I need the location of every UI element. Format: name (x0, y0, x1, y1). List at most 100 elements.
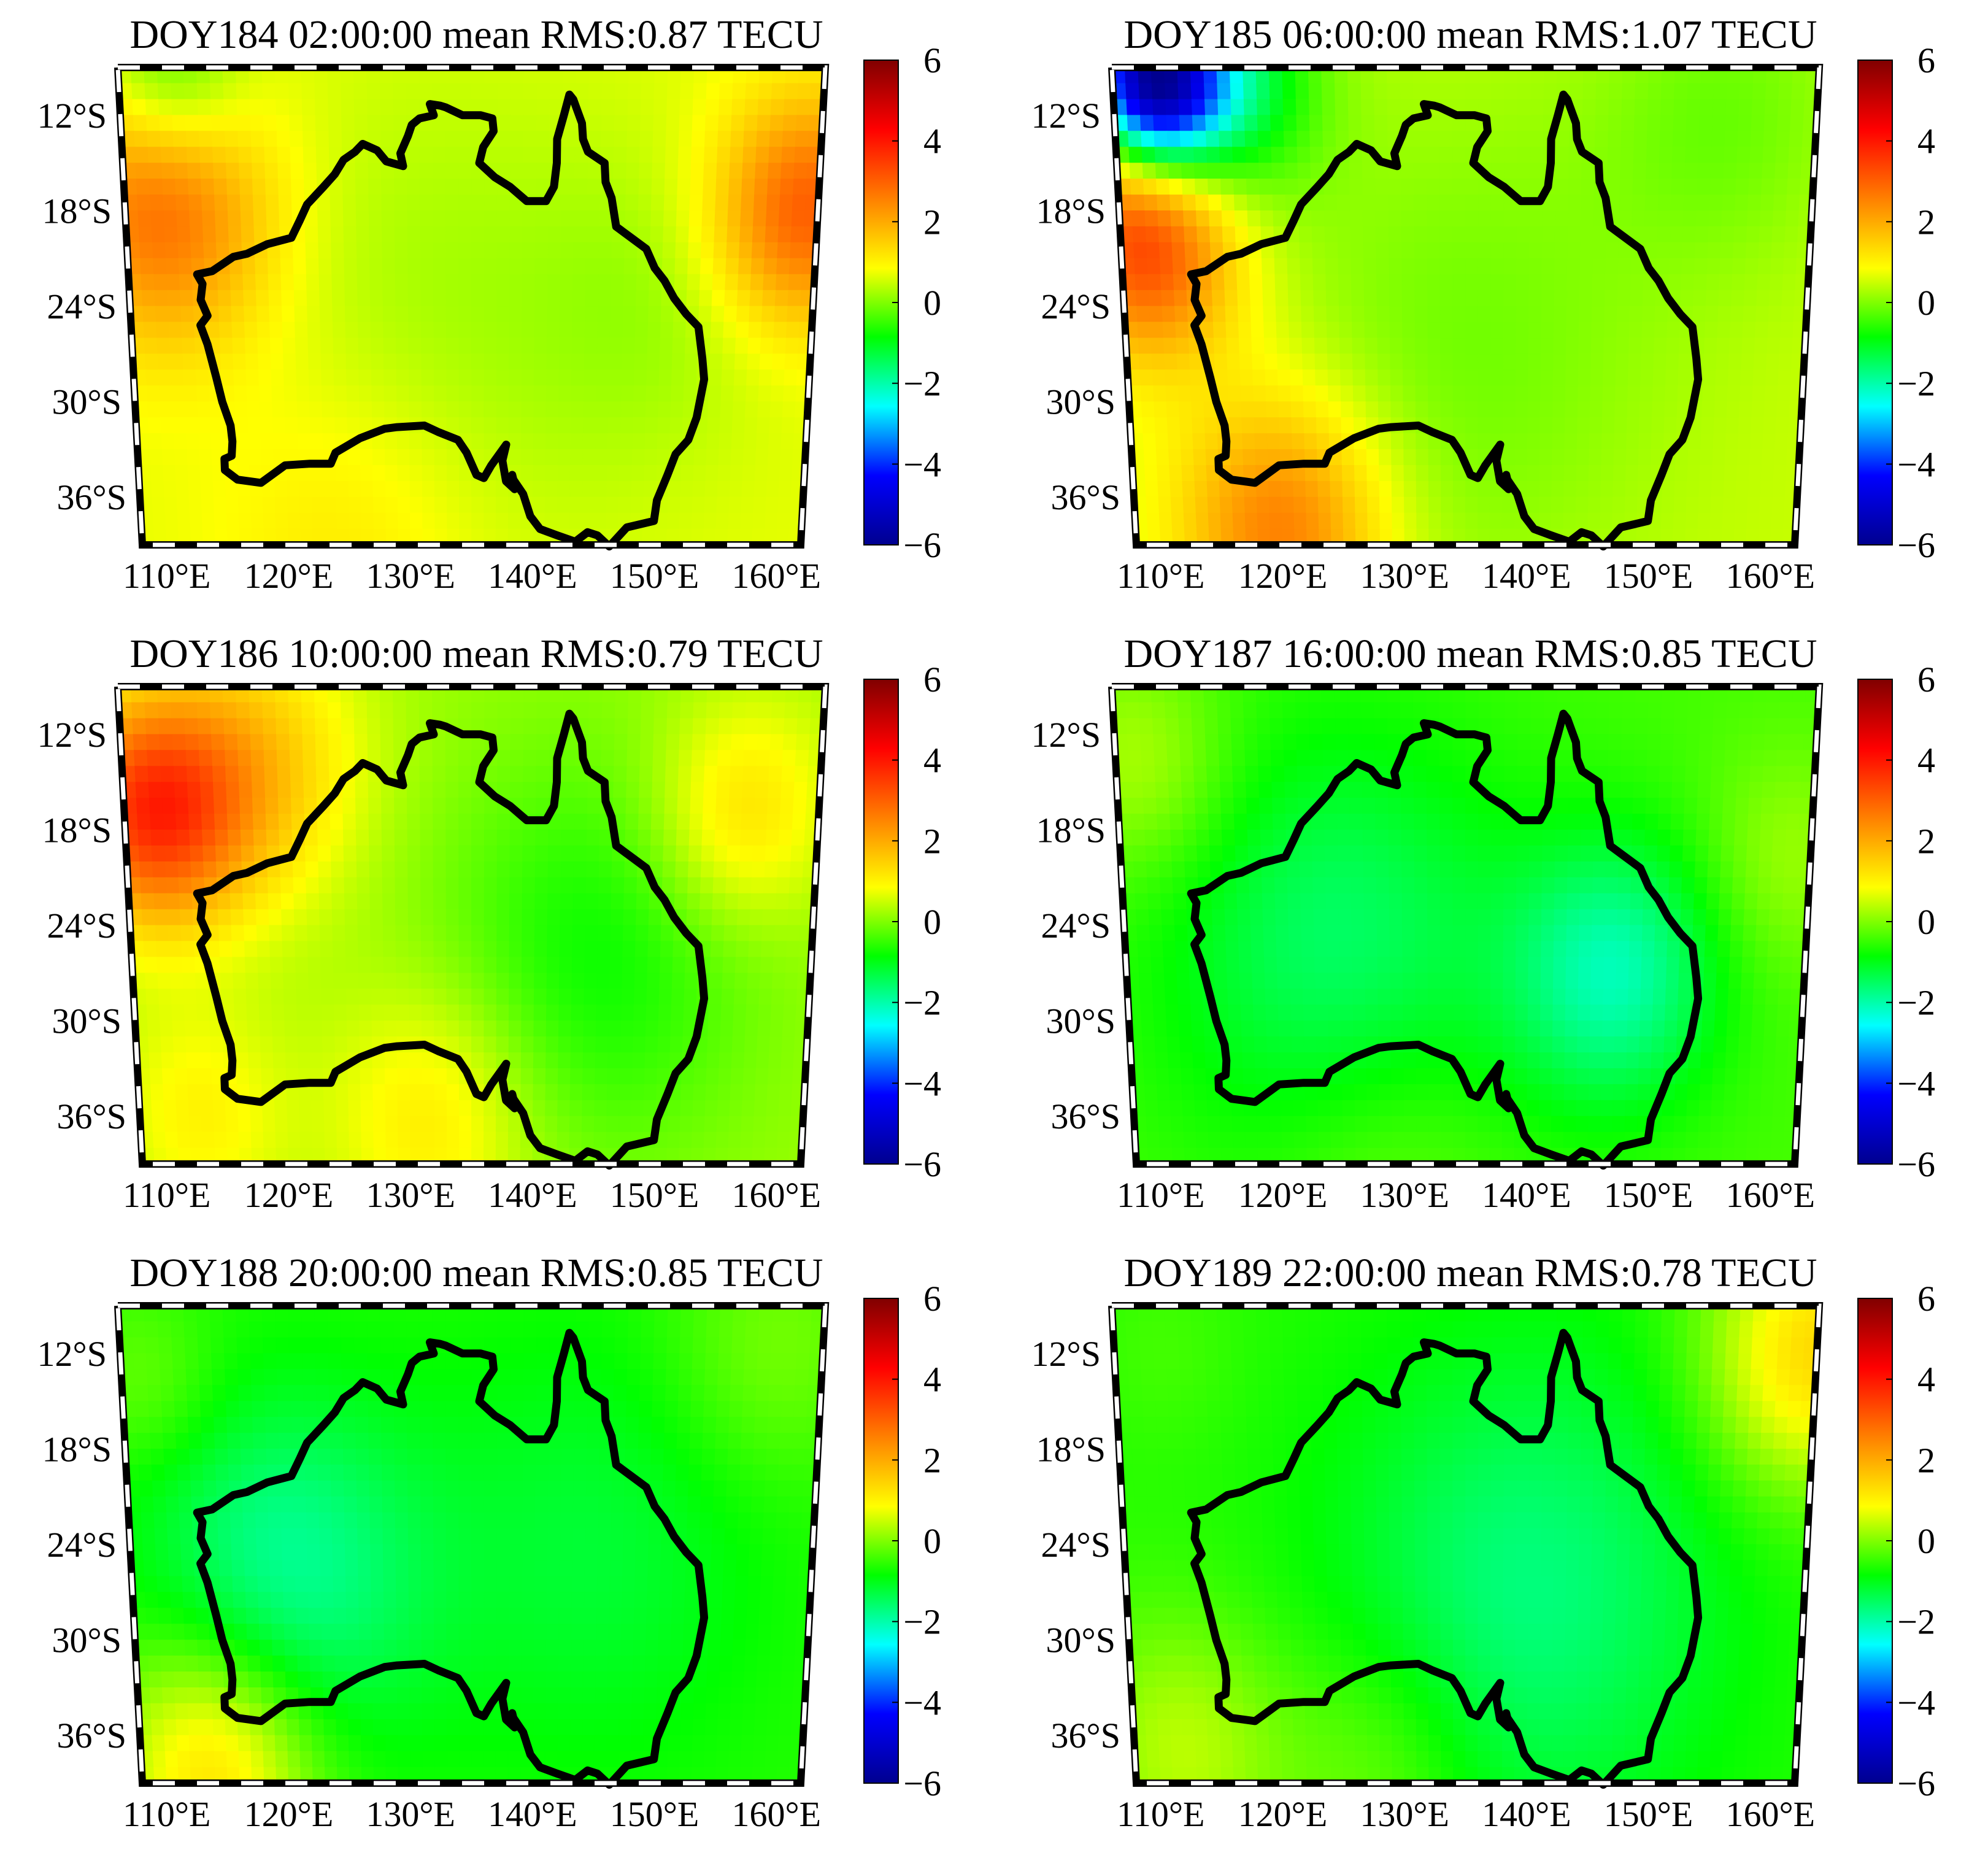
heatmap-cell (534, 893, 549, 910)
heatmap-cell (1763, 401, 1778, 418)
heatmap-cell (715, 798, 730, 814)
heatmap-cell (1717, 306, 1732, 323)
heatmap-cell (598, 274, 612, 291)
heatmap-cell (1336, 195, 1350, 211)
heatmap-cell (347, 417, 361, 434)
heatmap-cell (432, 750, 446, 767)
heatmap-cell (754, 464, 768, 482)
heatmap-cell (1738, 115, 1752, 132)
heatmap-cell (319, 306, 333, 323)
heatmap-cell (1529, 210, 1543, 227)
heatmap-cell (510, 131, 524, 148)
heatmap-cell (306, 877, 320, 894)
heatmap-cell (679, 718, 694, 735)
heatmap-cell (634, 322, 649, 339)
heatmap-cell (1600, 496, 1614, 514)
heatmap-cell (171, 989, 185, 1006)
heatmap-cell (434, 1068, 447, 1085)
heatmap-cell (1605, 258, 1619, 275)
heatmap-cell (675, 242, 689, 259)
heatmap-cell (687, 242, 702, 259)
heatmap-cell (757, 1036, 771, 1053)
heatmap-cell (702, 814, 717, 830)
heatmap-cell (1335, 83, 1349, 100)
heatmap-cell (1763, 131, 1778, 148)
heatmap-cell (638, 814, 652, 830)
heatmap-cell (1581, 195, 1595, 211)
heatmap-cell (660, 306, 674, 323)
heatmap-cell (1197, 242, 1211, 259)
heatmap-cell (572, 274, 587, 291)
heatmap-cell (1139, 99, 1154, 116)
heatmap-cell (1772, 480, 1786, 498)
heatmap-cell (618, 464, 633, 482)
heatmap-cell (1376, 242, 1390, 259)
heatmap-cell (699, 893, 714, 910)
heatmap-cell (693, 449, 707, 466)
heatmap-cell (145, 99, 160, 116)
heatmap-cell (698, 925, 712, 942)
heatmap-cell (698, 306, 712, 323)
heatmap-cell (547, 845, 561, 862)
heatmap-cell (1147, 274, 1162, 291)
heatmap-cell (767, 449, 782, 466)
heatmap-cell (1602, 385, 1616, 402)
heatmap-cell (344, 877, 358, 894)
heatmap-cell (1503, 210, 1517, 227)
heatmap-cell (507, 496, 522, 514)
heatmap-cell (523, 718, 537, 735)
heatmap-cell (407, 798, 421, 814)
heatmap-cell (1452, 242, 1466, 259)
colorbar-tick-label: 6 (1917, 40, 1935, 80)
heatmap-cell (1765, 369, 1779, 387)
heatmap-cell (636, 274, 650, 291)
heatmap-cell (1747, 496, 1761, 514)
heatmap-cell (381, 179, 395, 195)
heatmap-cell (258, 973, 272, 990)
heatmap-cell (458, 353, 472, 371)
heatmap-cell (751, 242, 766, 259)
heatmap-cell (1228, 385, 1242, 402)
heatmap-cell (199, 147, 214, 164)
heatmap-cell (704, 750, 719, 767)
heatmap-cell (330, 226, 344, 243)
heatmap-cell (252, 163, 266, 179)
heatmap-cell (306, 290, 320, 307)
heatmap-cell (1588, 480, 1601, 498)
heatmap-cell (688, 829, 703, 846)
heatmap-cell (187, 798, 202, 814)
heatmap-cell (765, 1131, 779, 1149)
heatmap-cell (723, 306, 738, 323)
heatmap-cell (763, 258, 778, 275)
heatmap-cell (559, 925, 573, 942)
heatmap-cell (1566, 274, 1581, 291)
heatmap-cell (732, 83, 747, 100)
heatmap-cell (659, 957, 674, 974)
heatmap-cell (510, 99, 524, 116)
heatmap-cell (571, 973, 585, 990)
heatmap-cell (247, 401, 261, 418)
heatmap-cell (718, 1068, 732, 1085)
heatmap-cell (784, 369, 798, 387)
heatmap-cell (1181, 163, 1195, 179)
heatmap-cell (606, 512, 619, 530)
heatmap-cell (496, 274, 510, 291)
heatmap-cell (622, 957, 636, 974)
heatmap-cell (408, 337, 422, 355)
heatmap-cell (407, 909, 422, 926)
heatmap-cell (384, 1068, 398, 1085)
heatmap-cell (1254, 417, 1268, 434)
heatmap-cell (755, 147, 770, 164)
heatmap-cell (663, 829, 677, 846)
heatmap-cell (234, 385, 248, 402)
heatmap-cell (1608, 99, 1622, 116)
heatmap-cell (458, 147, 472, 164)
heatmap-cell (302, 750, 317, 767)
x-tick-label: 130°E (366, 1175, 455, 1215)
heatmap-cell (329, 814, 344, 830)
heatmap-cell (1208, 210, 1223, 227)
heatmap-cell (770, 99, 785, 116)
heatmap-cell (270, 973, 284, 990)
heatmap-cell (613, 782, 627, 798)
heatmap-cell (471, 480, 485, 498)
